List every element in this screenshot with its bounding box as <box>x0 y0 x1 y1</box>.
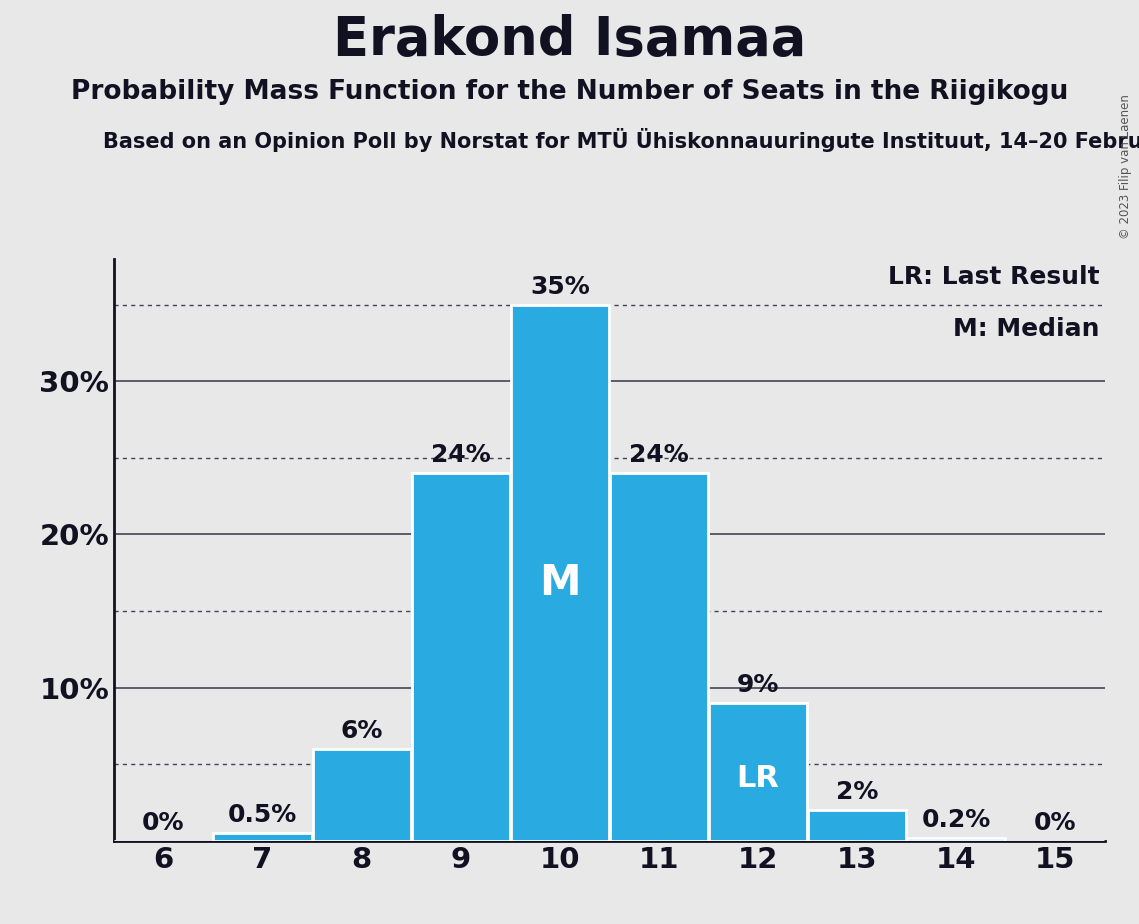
Text: 24%: 24% <box>629 443 689 467</box>
Text: 6%: 6% <box>341 719 383 743</box>
Text: 24%: 24% <box>431 443 491 467</box>
Text: Erakond Isamaa: Erakond Isamaa <box>333 14 806 66</box>
Text: 0.5%: 0.5% <box>228 803 297 827</box>
Text: M: Median: M: Median <box>953 317 1100 341</box>
Bar <box>808 810 907 841</box>
Text: LR: Last Result: LR: Last Result <box>888 264 1100 288</box>
Text: 2%: 2% <box>836 780 878 804</box>
Bar <box>609 473 708 841</box>
Text: Probability Mass Function for the Number of Seats in the Riigikogu: Probability Mass Function for the Number… <box>71 79 1068 104</box>
Text: © 2023 Filip van Laenen: © 2023 Filip van Laenen <box>1118 94 1132 238</box>
Text: LR: LR <box>737 764 779 794</box>
Text: Based on an Opinion Poll by Norstat for MTÜ Ühiskonnauuringute Instituut, 14–20 : Based on an Opinion Poll by Norstat for … <box>103 128 1139 152</box>
Bar <box>510 305 609 841</box>
Bar <box>907 838 1006 841</box>
Text: 0%: 0% <box>142 810 185 834</box>
Text: 0%: 0% <box>1034 810 1076 834</box>
Text: M: M <box>539 563 581 604</box>
Text: 35%: 35% <box>530 274 590 298</box>
Bar <box>411 473 510 841</box>
Bar <box>708 703 808 841</box>
Bar <box>312 749 411 841</box>
Text: 0.2%: 0.2% <box>921 808 991 832</box>
Bar <box>213 833 312 841</box>
Text: 9%: 9% <box>737 673 779 697</box>
